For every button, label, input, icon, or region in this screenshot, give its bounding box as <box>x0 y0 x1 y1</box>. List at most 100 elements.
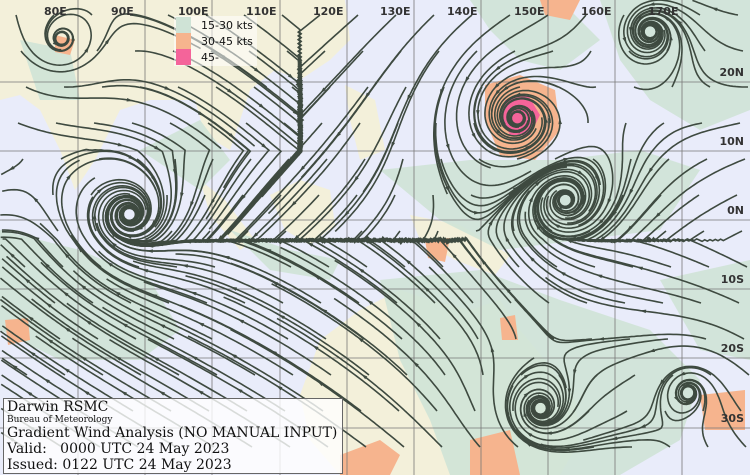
flow-arrow-icon <box>628 27 633 34</box>
flow-arrow-icon <box>525 441 532 447</box>
product-title: Gradient Wind Analysis (NO MANUAL INPUT) <box>7 425 338 441</box>
flow-arrow-icon <box>474 210 481 215</box>
flow-arrow-icon <box>164 86 171 91</box>
longitude-label: 170E <box>648 5 679 18</box>
flow-arrow-icon <box>312 345 319 351</box>
flow-arrow-icon <box>276 385 283 391</box>
flow-arrow-icon <box>8 252 15 258</box>
legend-label: 45- <box>201 50 219 64</box>
flow-arrow-icon <box>236 388 243 394</box>
flow-arrow-icon <box>63 367 70 373</box>
flow-arrow-icon <box>71 34 76 42</box>
flow-arrow-icon <box>649 236 656 243</box>
flow-arrow-icon <box>237 318 245 324</box>
flow-arrow-icon <box>306 242 314 247</box>
flow-arrow-icon <box>674 395 680 402</box>
flow-arrow-icon <box>654 212 661 219</box>
flow-arrow-icon <box>125 235 132 239</box>
flow-arrow-icon <box>361 373 368 380</box>
longitude-label: 150E <box>514 5 545 18</box>
flow-arrow-icon <box>610 436 618 441</box>
streamline <box>2 188 59 232</box>
flow-arrow-icon <box>154 145 161 151</box>
flow-arrow-icon <box>240 194 246 201</box>
flow-arrow-icon <box>557 203 564 210</box>
flow-arrow-icon <box>141 269 149 273</box>
flow-arrow-icon <box>158 390 166 396</box>
flow-arrow-icon <box>567 388 572 395</box>
latitude-label: 30S <box>720 412 744 425</box>
flow-arrow-icon <box>29 351 36 357</box>
flow-arrow-icon <box>678 371 686 376</box>
flow-arrow-icon <box>197 322 205 327</box>
flow-arrow-icon <box>299 165 306 172</box>
flow-arrow-icon <box>563 157 570 162</box>
flow-arrow-icon <box>647 167 653 174</box>
flow-arrow-icon <box>445 185 450 193</box>
land-new-guinea <box>410 215 510 275</box>
flow-arrow-icon <box>252 232 259 239</box>
legend-swatch <box>176 33 191 49</box>
flow-arrow-icon <box>104 37 111 45</box>
flow-arrow-icon <box>261 143 268 149</box>
flow-arrow-icon <box>110 241 117 248</box>
flow-arrow-icon <box>597 219 604 225</box>
flow-arrow-icon <box>523 410 527 417</box>
issued-time: Issued: 0122 UTC 24 May 2023 <box>7 457 232 473</box>
flow-arrow-icon <box>544 116 548 124</box>
longitude-label: 130E <box>380 5 411 18</box>
flow-arrow-icon <box>62 291 69 297</box>
flow-arrow-icon <box>353 176 359 183</box>
longitude-label: 120E <box>313 5 344 18</box>
flow-arrow-icon <box>597 337 605 341</box>
flow-arrow-icon <box>11 364 18 370</box>
latitude-label: 10S <box>720 273 744 286</box>
flow-arrow-icon <box>120 390 128 396</box>
flow-arrow-icon <box>577 170 584 176</box>
longitude-label: 100E <box>178 5 209 18</box>
flow-arrow-icon <box>607 198 612 205</box>
legend-label: 15-30 kts <box>201 18 253 32</box>
flow-arrow-icon <box>505 235 510 242</box>
flow-arrow-icon <box>117 142 125 147</box>
flow-arrow-icon <box>189 201 194 208</box>
flow-arrow-icon <box>558 117 562 125</box>
flow-arrow-icon <box>92 212 97 220</box>
flow-arrow-icon <box>563 447 570 452</box>
flow-arrow-icon <box>82 390 90 396</box>
flow-arrow-icon <box>413 361 419 368</box>
flow-arrow-icon <box>711 7 718 12</box>
flow-arrow-icon <box>190 291 197 296</box>
flow-arrow-icon <box>464 76 470 83</box>
longitude-label: 80E <box>44 5 67 18</box>
flow-arrow-icon <box>490 345 495 353</box>
flow-arrow-icon <box>230 286 238 291</box>
flow-arrow-icon <box>313 275 321 280</box>
longitude-label: 110E <box>246 5 277 18</box>
flow-arrow-icon <box>423 286 430 292</box>
flow-arrow-icon <box>573 369 577 376</box>
flow-arrow-icon <box>77 246 84 253</box>
flow-arrow-icon <box>287 73 295 80</box>
flow-arrow-icon <box>24 277 31 284</box>
latitude-label: 0N <box>727 204 744 217</box>
flow-arrow-icon <box>636 266 644 271</box>
flow-arrow-icon <box>529 195 534 203</box>
flow-arrow-icon <box>659 379 665 386</box>
flow-arrow-icon <box>357 267 365 273</box>
flow-arrow-icon <box>80 284 87 290</box>
flow-arrow-icon <box>290 201 297 207</box>
flow-arrow-icon <box>595 274 603 279</box>
longitude-label: 160E <box>581 5 612 18</box>
longitude-label: 140E <box>447 5 478 18</box>
centre-name: Darwin RSMC <box>7 399 109 415</box>
flow-arrow-icon <box>63 252 70 259</box>
flow-arrow-icon <box>471 132 477 140</box>
agency-name: Bureau of Meteorology <box>7 415 113 425</box>
flow-arrow-icon <box>320 308 328 314</box>
flow-arrow-icon <box>514 92 521 96</box>
flow-arrow-icon <box>253 67 261 73</box>
info-box: Darwin RSMC Bureau of Meteorology Gradie… <box>3 398 343 474</box>
flow-arrow-icon <box>488 219 494 226</box>
flow-arrow-icon <box>622 37 627 44</box>
